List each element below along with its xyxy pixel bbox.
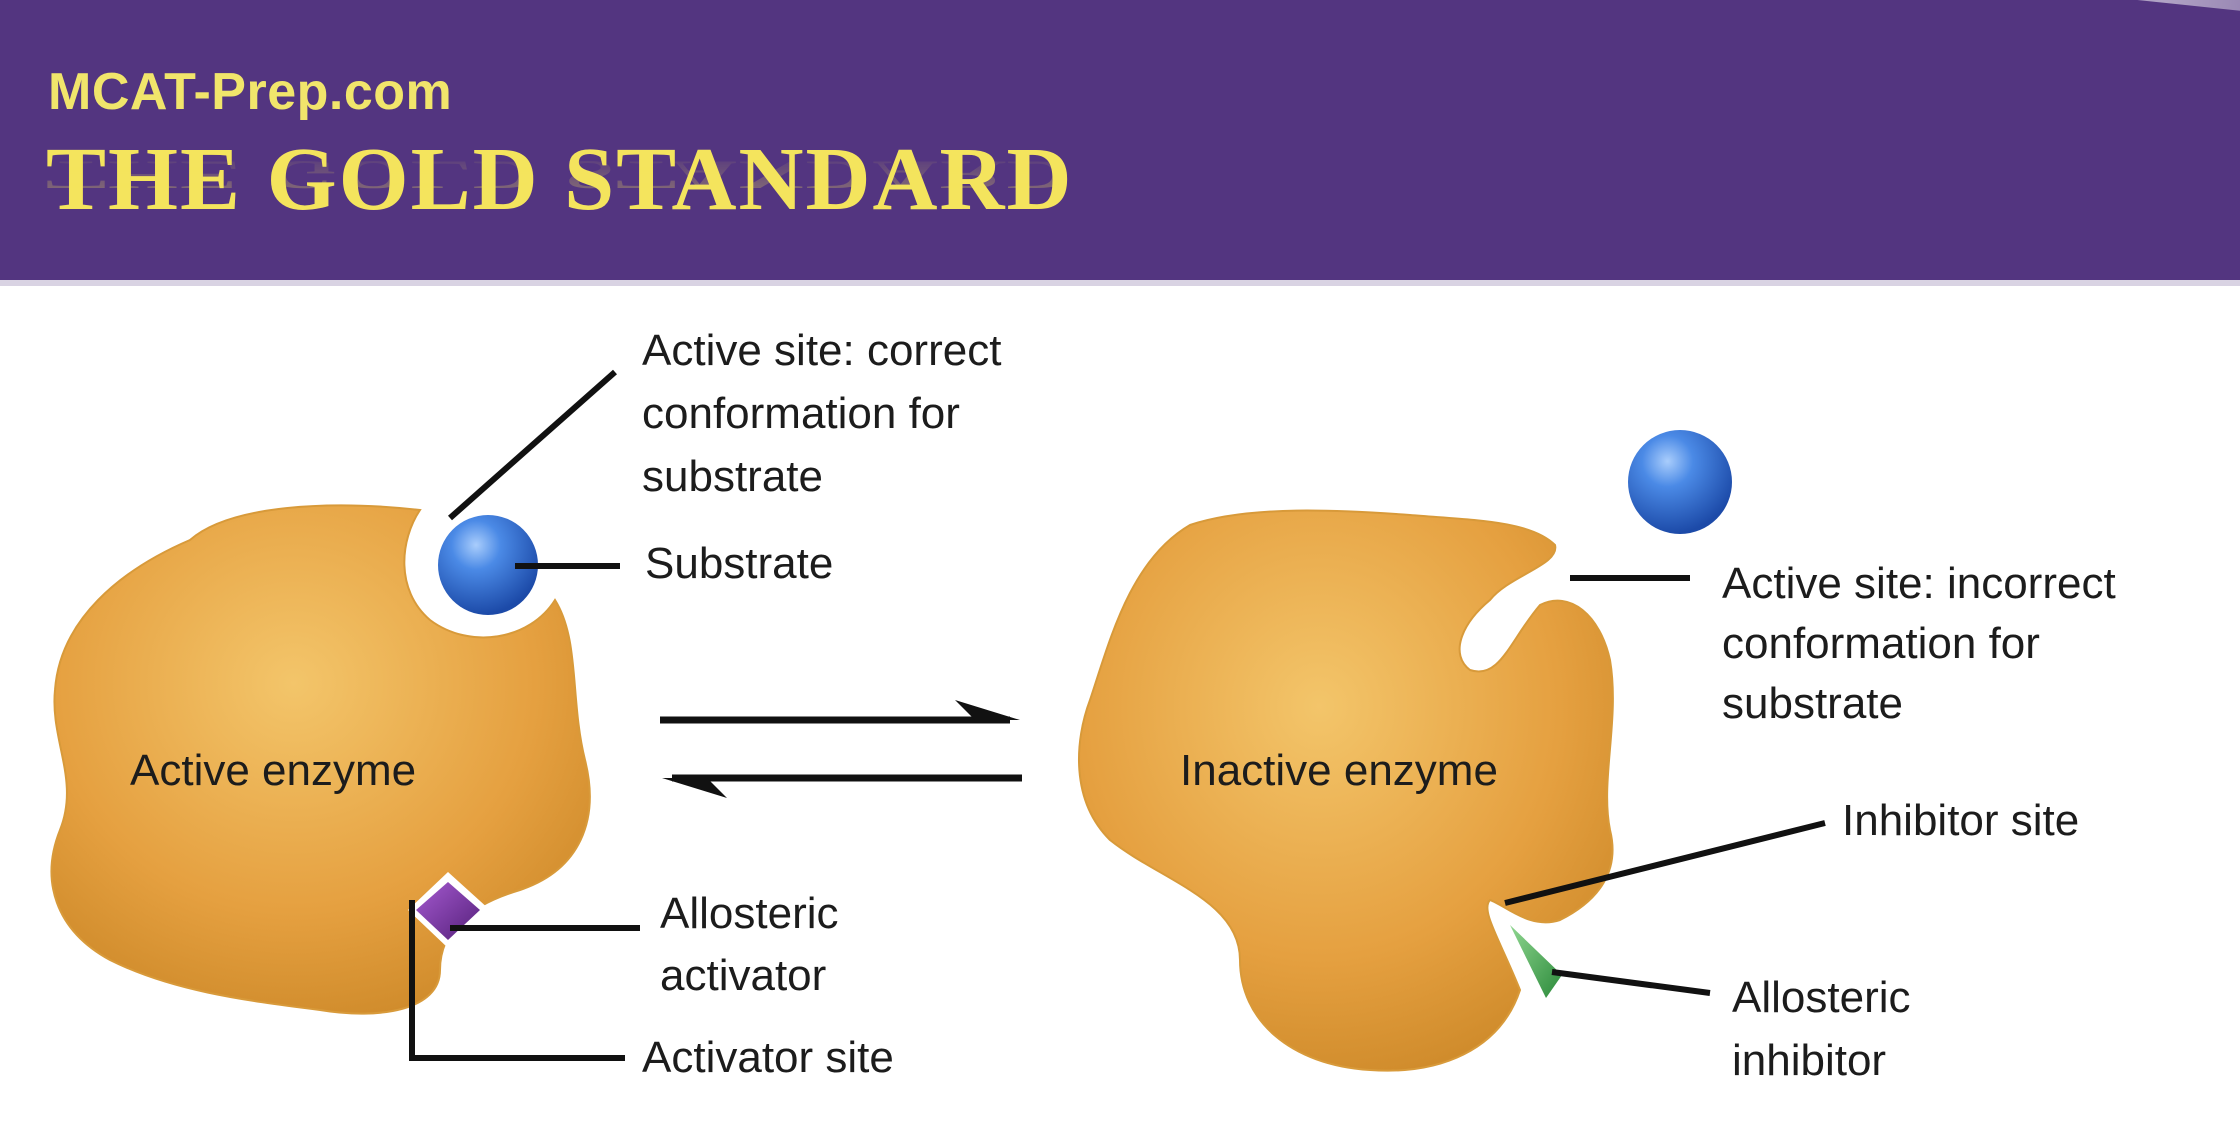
active-site-incorrect-line-1: Active site: incorrect xyxy=(1722,559,2116,608)
header-banner: MCAT-Prep.com THE GOLD STANDARD THE GOLD… xyxy=(0,0,2240,280)
allosteric-activator-line-2: activator xyxy=(660,951,826,1000)
allosteric-inhibitor-shape xyxy=(1500,915,1570,1005)
allosteric-activator-shape xyxy=(408,872,490,948)
substrate-label: Substrate xyxy=(645,539,833,588)
site-name: MCAT-Prep.com xyxy=(48,63,453,121)
inactive-enzyme-shape xyxy=(1078,509,1614,1072)
active-site-correct-line-1: Active site: correct xyxy=(642,326,1001,375)
active-enzyme-label: Active enzyme xyxy=(130,746,416,795)
inhibitor-site-label: Inhibitor site xyxy=(1842,796,2079,845)
substrate-bound-ball xyxy=(438,515,538,615)
allosteric-inhibitor-line-1: Allosteric xyxy=(1732,973,1911,1022)
allosteric-inhibitor-line-2: inhibitor xyxy=(1732,1036,1886,1085)
equilibrium-arrows xyxy=(660,700,1022,798)
leader-lines xyxy=(409,369,1826,1061)
active-site-correct-line-2: conformation for xyxy=(642,389,960,438)
allosteric-activator-line-1: Allosteric xyxy=(660,889,839,938)
active-site-correct-line-3: substrate xyxy=(642,452,823,501)
inactive-enzyme-label: Inactive enzyme xyxy=(1180,746,1498,795)
activator-site-label: Activator site xyxy=(642,1033,894,1082)
brand-title: THE GOLD STANDARD xyxy=(46,130,1074,229)
active-site-incorrect-line-3: substrate xyxy=(1722,679,1903,728)
substrate-free-ball xyxy=(1628,430,1732,534)
banner-divider xyxy=(0,280,2240,286)
active-site-incorrect-line-2: conformation for xyxy=(1722,619,2040,668)
